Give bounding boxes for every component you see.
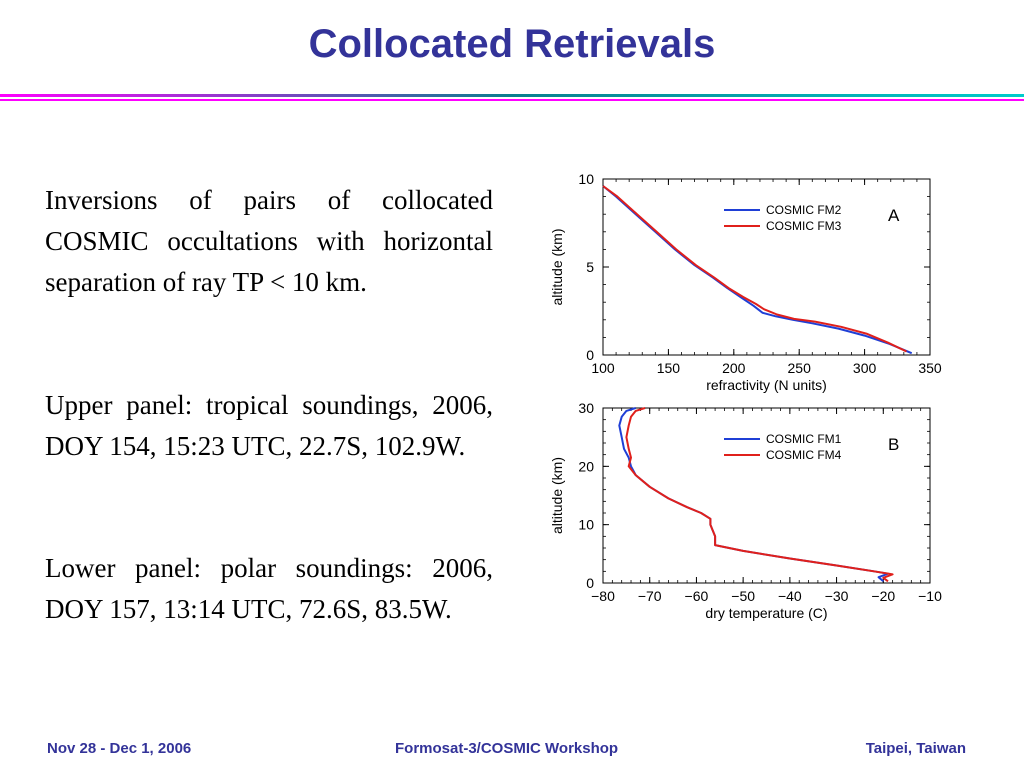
chart-panel-a: 100 150 200 250 300 350 0 5 10 refractivity (N un… [549,171,942,393]
x-tick-label: −80 [591,588,615,604]
paragraph-upper-panel: Upper panel: tropical soundings, 2006, D… [45,390,493,461]
y-tick-label: 30 [578,400,594,416]
series-line-2 [625,407,894,583]
y-tick-label: 0 [586,575,594,591]
legend-label: COSMIC FM2 [766,203,842,217]
title-divider-top [0,94,1024,97]
paragraph-lower-panel: Lower panel: polar soundings: 2006, DOY … [45,553,493,624]
chart-panel-b: −80 −70 −60 −50 −40 −30 −20 −10 0 10 20 30 dry tempe… [549,400,942,621]
x-tick-label: 250 [788,360,812,376]
x-tick-label: 350 [918,360,942,376]
y-tick-label: 0 [586,347,594,363]
legend-label: COSMIC FM1 [766,432,842,446]
y-axis-label: altitude (km) [549,228,565,305]
footer-date: Nov 28 - Dec 1, 2006 [47,740,192,757]
footer-event: Formosat-3/COSMIC Workshop [395,740,619,757]
x-tick-label: 300 [853,360,877,376]
panel-label: B [888,435,899,454]
plot-frame [602,407,931,584]
y-tick-label: 5 [586,259,594,275]
title-divider-bottom [0,99,1024,101]
series-line-2 [602,185,907,353]
footer-location: Taipei, Taiwan [865,740,966,757]
y-axis-label: altitude (km) [549,457,565,534]
x-axis-label: dry temperature (C) [705,605,827,621]
x-tick-label: −10 [918,588,942,604]
slide-title: Collocated Retrievals [308,22,716,66]
legend-label: COSMIC FM3 [766,219,842,233]
x-axis-label: refractivity (N units) [706,377,827,393]
x-tick-label: −40 [778,588,802,604]
x-tick-label: −20 [871,588,895,604]
series-line-1 [618,407,889,583]
paragraph-collocation-criteria: Inversions of pairs of collocated COSMIC… [45,185,493,297]
x-tick-label: −50 [731,588,755,604]
panel-label: A [888,206,900,225]
y-tick-label: 10 [578,517,594,533]
x-tick-label: −30 [825,588,849,604]
legend-label: COSMIC FM4 [766,448,842,462]
y-tick-label: 20 [578,458,594,474]
series-line-1 [602,185,913,355]
x-tick-label: −60 [685,588,709,604]
x-tick-label: 200 [722,360,746,376]
x-tick-label: 150 [657,360,681,376]
x-tick-label: 100 [591,360,615,376]
x-tick-label: −70 [638,588,662,604]
y-tick-label: 10 [578,171,594,187]
